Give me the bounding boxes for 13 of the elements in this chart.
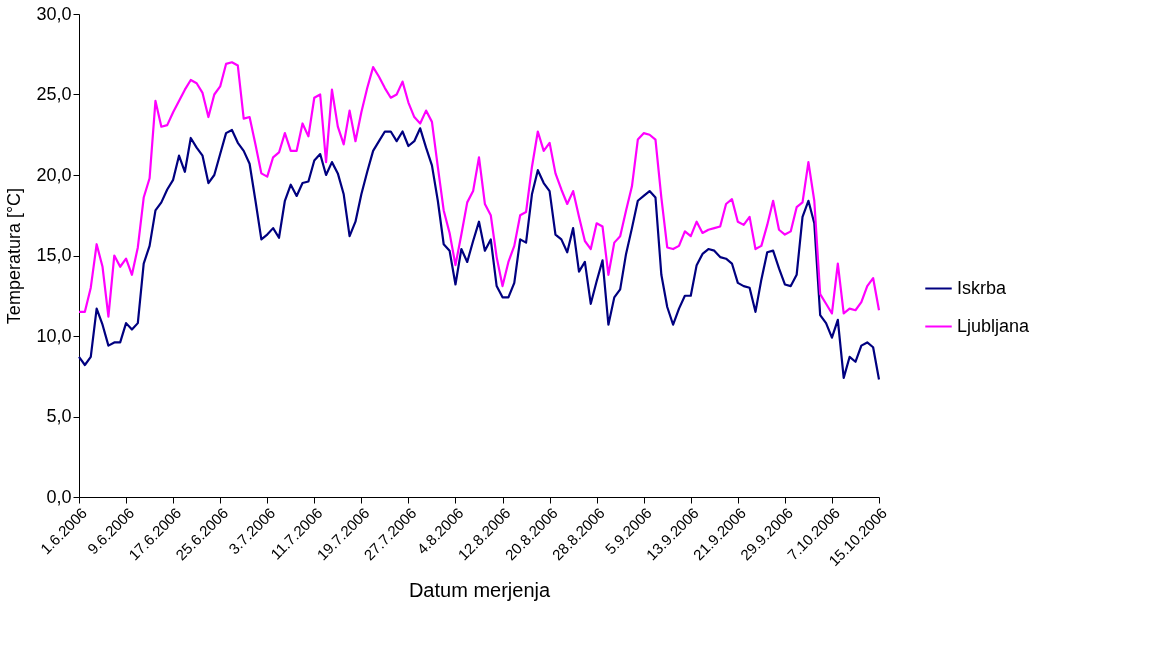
y-axis-title: Temperatura [°C] xyxy=(4,187,25,325)
y-tick-label: 30,0 xyxy=(36,3,72,24)
y-tick-label: 20,0 xyxy=(36,164,72,185)
y-tick-label: 25,0 xyxy=(36,84,72,104)
legend-label: Ljubljana xyxy=(957,315,1031,336)
y-tick-label: 5,0 xyxy=(46,406,72,426)
line-series xyxy=(77,127,881,381)
line-series xyxy=(77,61,881,318)
y-tick-label: 0,0 xyxy=(46,486,72,507)
y-tick-label: 10,0 xyxy=(36,325,72,346)
x-axis-title: Datum merjenja xyxy=(408,579,551,602)
y-tick-label: 15,0 xyxy=(36,245,72,265)
legend-label: Iskrba xyxy=(957,277,1008,298)
